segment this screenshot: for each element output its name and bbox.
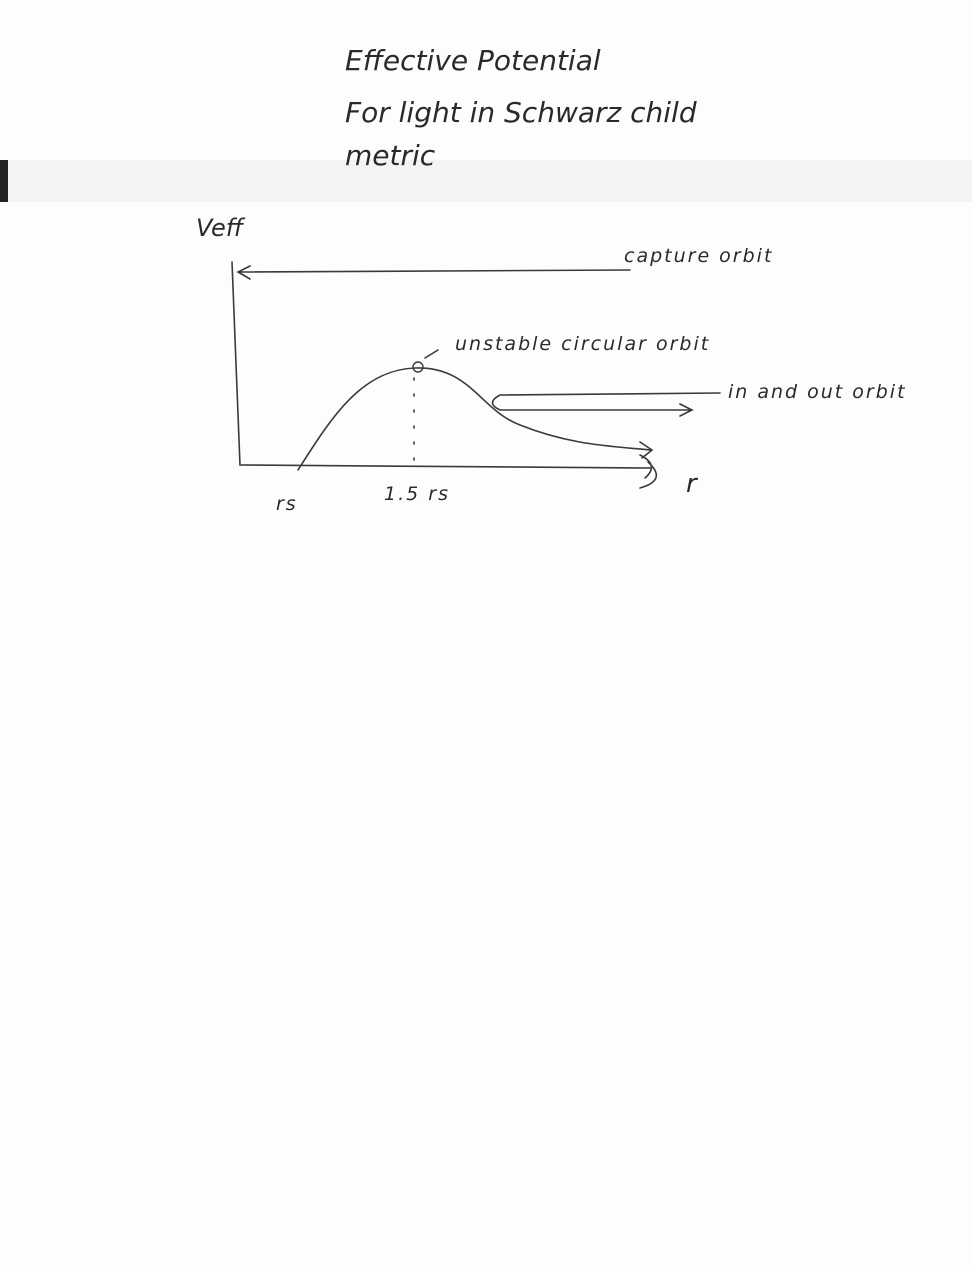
tick-label: rs <box>276 493 298 515</box>
title-line: For light in Schwarz child <box>345 96 697 129</box>
title-line: Effective Potential <box>345 44 601 77</box>
annotation: in and out orbit <box>728 381 907 403</box>
annotation: capture orbit <box>624 245 773 267</box>
scan-band <box>0 160 972 202</box>
title-line: metric <box>345 139 436 172</box>
scan-edge <box>0 160 8 202</box>
page: Effective Potential For light in Schwarz… <box>0 0 972 1266</box>
y-axis-label: Veff <box>196 214 246 242</box>
annotation: unstable circular orbit <box>455 333 710 355</box>
tick-label: 1.5 rs <box>384 483 450 505</box>
